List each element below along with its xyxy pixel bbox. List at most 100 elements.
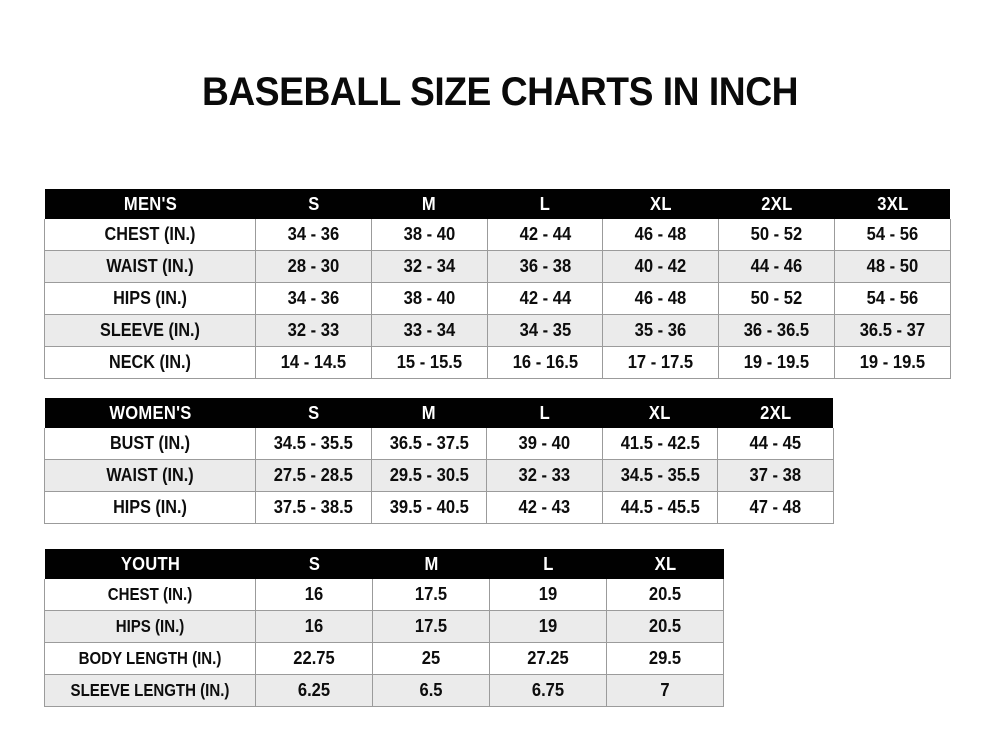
measurement-value: 54 - 56 bbox=[834, 282, 951, 315]
size-column-header-m: M bbox=[371, 189, 488, 219]
measurement-value-text: 44 - 45 bbox=[749, 433, 802, 453]
table-row: NECK (IN.) 14 - 14.5 15 - 15.5 16 - 16.5 17 … bbox=[44, 346, 951, 379]
measurement-value-text: 35 - 36 bbox=[635, 320, 687, 340]
measurement-label-text: BODY LENGTH (IN.) bbox=[78, 648, 222, 668]
measurement-value-text: 19 bbox=[538, 616, 558, 636]
measurement-label-text: SLEEVE LENGTH (IN.) bbox=[70, 680, 230, 700]
measurement-value-text: 6.5 bbox=[419, 680, 443, 700]
size-label-text: 2XL bbox=[761, 193, 793, 214]
size-label-text: 3XL bbox=[876, 193, 909, 214]
measurement-value: 44 - 46 bbox=[718, 250, 836, 283]
measurement-value-text: 46 - 48 bbox=[635, 288, 687, 308]
measurement-value-text: 39.5 - 40.5 bbox=[389, 497, 469, 517]
measurement-value: 6.75 bbox=[489, 674, 607, 707]
measurement-value: 50 - 52 bbox=[718, 282, 836, 315]
measurement-value-text: 7 bbox=[660, 680, 670, 700]
measurement-value: 37.5 - 38.5 bbox=[255, 491, 372, 524]
measurement-value: 36 - 38 bbox=[487, 250, 604, 283]
size-column-header-m: M bbox=[371, 398, 487, 428]
header-label-text: YOUTH bbox=[120, 553, 180, 574]
measurement-value-text: 16 bbox=[304, 584, 324, 604]
measurement-value: 35 - 36 bbox=[602, 314, 720, 347]
measurement-value: 32 - 34 bbox=[371, 250, 488, 283]
measurement-value: 37 - 38 bbox=[717, 459, 834, 492]
measurement-value: 19 bbox=[489, 579, 607, 611]
mens-size-table: MEN'S S M L XL 2XL 3XL CHEST (IN.) 34 - 36 38 - … bbox=[44, 189, 951, 379]
table-row: CHEST (IN.) 34 - 36 38 - 40 42 - 44 46 - 48 5… bbox=[44, 219, 951, 251]
measurement-value: 34.5 - 35.5 bbox=[602, 459, 719, 492]
measurement-value: 48 - 50 bbox=[834, 250, 951, 283]
measurement-value: 16 - 16.5 bbox=[487, 346, 604, 379]
measurement-value: 32 - 33 bbox=[255, 314, 372, 347]
measurement-value-text: 25 bbox=[421, 648, 441, 668]
measurement-value: 15 - 15.5 bbox=[371, 346, 488, 379]
measurement-value-text: 27.5 - 28.5 bbox=[273, 465, 353, 485]
measurement-value: 38 - 40 bbox=[371, 219, 488, 251]
measurement-value-text: 34 - 36 bbox=[287, 224, 340, 244]
measurement-label-text: HIPS (IN.) bbox=[113, 288, 187, 308]
size-column-header-l: L bbox=[486, 398, 603, 428]
measurement-value: 29.5 bbox=[606, 642, 724, 675]
header-label-text: MEN'S bbox=[123, 193, 177, 214]
measurement-value-text: 37.5 - 38.5 bbox=[273, 497, 353, 517]
table-row: SLEEVE LENGTH (IN.) 6.25 6.5 6.75 7 bbox=[44, 674, 724, 707]
size-column-header-l: L bbox=[489, 549, 607, 579]
measurement-value: 32 - 33 bbox=[486, 459, 603, 492]
table-row: HIPS (IN.) 16 17.5 19 20.5 bbox=[44, 610, 724, 643]
measurement-value-text: 16 bbox=[304, 616, 324, 636]
measurement-label-text: CHEST (IN.) bbox=[104, 224, 196, 244]
measurement-value-text: 32 - 33 bbox=[518, 465, 571, 485]
measurement-value: 34 - 36 bbox=[255, 219, 372, 251]
measurement-value: 47 - 48 bbox=[717, 491, 834, 524]
header-row: MEN'S S M L XL 2XL 3XL bbox=[44, 189, 951, 219]
measurement-value: 16 bbox=[255, 610, 373, 643]
table-row: HIPS (IN.) 34 - 36 38 - 40 42 - 44 46 - 48 50… bbox=[44, 282, 951, 315]
measurement-value-text: 50 - 52 bbox=[750, 224, 803, 244]
measurement-value-text: 17.5 bbox=[414, 616, 448, 636]
measurement-value-text: 16 - 16.5 bbox=[512, 352, 578, 372]
size-label-text: XL bbox=[649, 402, 671, 423]
size-column-header-xl: XL bbox=[602, 189, 719, 219]
size-column-header-s: S bbox=[255, 189, 372, 219]
measurement-value-text: 17.5 bbox=[414, 584, 448, 604]
measurement-value-text: 47 - 48 bbox=[749, 497, 802, 517]
measurement-value: 17.5 bbox=[372, 610, 490, 643]
measurement-value: 39.5 - 40.5 bbox=[371, 491, 488, 524]
measurement-value-text: 32 - 34 bbox=[403, 256, 456, 276]
size-column-header-3xl: 3XL bbox=[834, 189, 951, 219]
measurement-value: 54 - 56 bbox=[834, 219, 951, 251]
table-row: SLEEVE (IN.) 32 - 33 33 - 34 34 - 35 35 - 36… bbox=[44, 314, 951, 347]
measurement-label-text: WAIST (IN.) bbox=[106, 256, 194, 276]
measurement-value: 25 bbox=[372, 642, 490, 675]
measurement-value-text: 39 - 40 bbox=[518, 433, 571, 453]
measurement-label-text: NECK (IN.) bbox=[109, 352, 191, 372]
measurement-label-text: HIPS (IN.) bbox=[115, 616, 185, 636]
page-title: BASEBALL SIZE CHARTS IN INCH bbox=[202, 70, 798, 114]
measurement-value-text: 48 - 50 bbox=[866, 256, 919, 276]
measurement-label-text: HIPS (IN.) bbox=[113, 497, 187, 517]
measurement-label: NECK (IN.) bbox=[44, 346, 256, 379]
measurement-label: BUST (IN.) bbox=[44, 428, 256, 460]
measurement-label-text: BUST (IN.) bbox=[109, 433, 191, 453]
measurement-value-text: 6.75 bbox=[531, 680, 565, 700]
measurement-value-text: 34 - 35 bbox=[519, 320, 571, 340]
measurement-value: 17.5 bbox=[372, 579, 490, 611]
size-label-text: L bbox=[539, 402, 550, 423]
size-column-header-l: L bbox=[487, 189, 603, 219]
measurement-value-text: 36.5 - 37 bbox=[859, 320, 926, 340]
measurement-value: 36.5 - 37.5 bbox=[371, 428, 488, 460]
measurement-value-text: 37 - 38 bbox=[749, 465, 802, 485]
measurement-value-text: 19 - 19.5 bbox=[859, 352, 926, 372]
measurement-value-text: 36 - 36.5 bbox=[744, 320, 810, 340]
measurement-label: SLEEVE LENGTH (IN.) bbox=[44, 674, 256, 707]
womens-size-table: WOMEN'S S M L XL 2XL BUST (IN.) 34.5 - 35.5 36.… bbox=[44, 398, 834, 524]
table-row: HIPS (IN.) 37.5 - 38.5 39.5 - 40.5 42 - 43 4… bbox=[44, 491, 834, 524]
measurement-value: 41.5 - 42.5 bbox=[602, 428, 719, 460]
measurement-label: SLEEVE (IN.) bbox=[44, 314, 256, 347]
measurement-value-text: 54 - 56 bbox=[866, 288, 919, 308]
measurement-value: 39 - 40 bbox=[486, 428, 603, 460]
measurement-value: 42 - 44 bbox=[487, 282, 604, 315]
measurement-value-text: 34.5 - 35.5 bbox=[620, 465, 700, 485]
measurement-value-text: 32 - 33 bbox=[287, 320, 340, 340]
